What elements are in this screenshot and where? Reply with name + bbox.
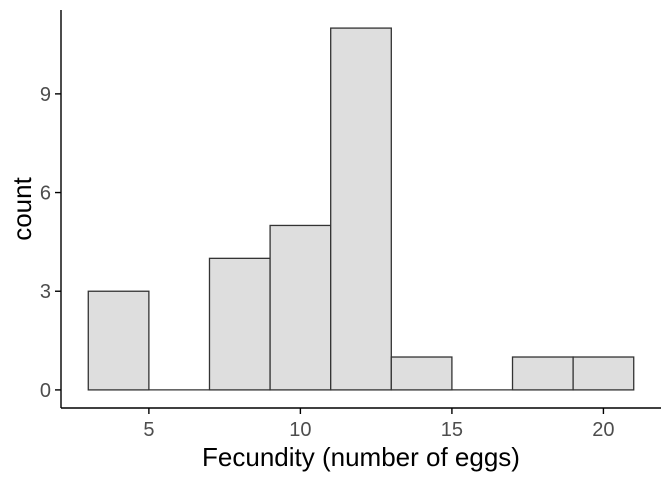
x-axis-title: Fecundity (number of eggs) [202,442,520,472]
x-tick-label: 20 [592,419,614,441]
histogram-bar [269,224,332,391]
y-tick-label: 0 [40,380,51,402]
x-axis-ticks: 5 10 15 20 [143,408,615,441]
histogram-bar [572,356,635,391]
y-axis-ticks: 0 3 6 9 [40,84,61,402]
histogram-bar [330,27,392,391]
y-tick-label: 6 [40,183,51,205]
y-axis-title: count [7,176,37,240]
histogram-bar [208,257,271,391]
y-tick-label: 9 [40,84,51,106]
histogram-bar [87,290,150,391]
histogram-bar [511,356,574,391]
x-tick-label: 5 [143,419,154,441]
bars-group [87,27,635,391]
x-tick-label: 15 [441,419,463,441]
histogram-bar [390,356,453,391]
x-tick-label: 10 [289,419,311,441]
y-tick-label: 3 [40,281,51,303]
